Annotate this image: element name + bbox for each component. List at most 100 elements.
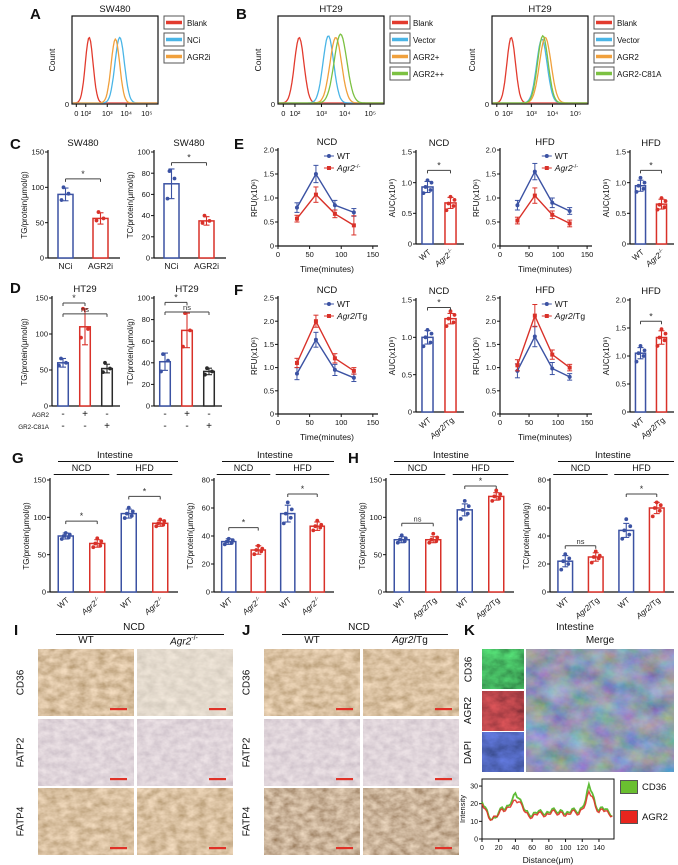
svg-text:AGR2i: AGR2i <box>187 53 211 62</box>
svg-text:AGR2: AGR2 <box>617 53 639 62</box>
bar-chart-sw480-tc: SW480 0 20 40 60 80 100 TC/protein(μmol/g) NCi AG… <box>124 134 230 274</box>
svg-text:120: 120 <box>576 845 588 852</box>
svg-text:HT29: HT29 <box>319 4 342 15</box>
panel-k: Intestine Merge CD36 AGR2 DAPI 0 10 20 30 0 20 4… <box>456 622 678 865</box>
svg-text:+: + <box>104 421 110 432</box>
svg-text:NCD: NCD <box>571 463 591 473</box>
intensity-legend-cd36: CD36 <box>620 780 666 794</box>
svg-text:*: * <box>81 169 85 179</box>
svg-text:-: - <box>163 409 166 420</box>
svg-text:1.0: 1.0 <box>402 178 412 187</box>
panel-c-letter: C <box>10 136 21 153</box>
svg-text:0: 0 <box>206 588 210 597</box>
panel-j-grid: CD36 FATP2 FATP4 <box>234 649 459 865</box>
svg-text:WT: WT <box>630 248 645 263</box>
row-label-cd36: CD36 <box>241 669 253 696</box>
svg-text:Time(minutes): Time(minutes) <box>300 264 354 274</box>
svg-text:HFD: HFD <box>135 463 154 473</box>
svg-text:80: 80 <box>538 476 546 485</box>
svg-text:WT: WT <box>555 299 568 309</box>
svg-text:NCD: NCD <box>429 286 450 297</box>
row-label-cd36: CD36 <box>15 669 27 696</box>
svg-text:HFD: HFD <box>535 137 555 148</box>
svg-text:0: 0 <box>622 240 626 249</box>
svg-text:*: * <box>640 484 644 494</box>
svg-text:*: * <box>301 484 305 494</box>
panel-i-col-wt: WT <box>78 635 94 646</box>
svg-text:0: 0 <box>74 109 78 118</box>
ihc-image-fatp4-col0 <box>38 788 134 855</box>
svg-text:ns: ns <box>414 514 422 523</box>
svg-text:*: * <box>242 518 246 528</box>
svg-text:AGR2+: AGR2+ <box>413 53 440 62</box>
svg-text:80: 80 <box>545 845 553 852</box>
svg-text:Agr2/Tg: Agr2/Tg <box>634 596 662 622</box>
svg-text:HT29: HT29 <box>528 4 551 15</box>
svg-text:0: 0 <box>42 588 46 597</box>
svg-text:+: + <box>184 409 190 420</box>
svg-text:10: 10 <box>470 819 478 826</box>
svg-text:100: 100 <box>335 418 348 427</box>
svg-text:0.5: 0.5 <box>486 386 496 395</box>
svg-text:0: 0 <box>408 408 412 417</box>
svg-text:HFD: HFD <box>293 463 312 473</box>
svg-text:Agr2/Tg: Agr2/Tg <box>410 596 438 622</box>
svg-text:WT: WT <box>119 596 134 611</box>
svg-text:-: - <box>163 421 166 432</box>
svg-text:WT: WT <box>56 596 71 611</box>
line-chart-ncd-rfu-agr2ko: NCD 0 0.5 1.0 1.5 2.0 0 50 100 150 RFU(x10⁶) Time(m… <box>248 134 384 274</box>
svg-text:Time(minutes): Time(minutes) <box>518 432 572 442</box>
panel-i-col-agr2ko: Agr2-/- <box>170 635 198 648</box>
svg-text:HFD: HFD <box>535 285 555 296</box>
svg-text:20: 20 <box>202 560 210 569</box>
svg-text:0: 0 <box>270 410 274 419</box>
svg-text:RFU(x10⁶): RFU(x10⁶) <box>250 337 259 375</box>
svg-text:Blank: Blank <box>187 19 208 28</box>
svg-text:NCD: NCD <box>429 138 450 149</box>
svg-text:0: 0 <box>492 410 496 419</box>
line-chart-hfd-rfu-agr2tg: HFD 0 0.5 1.0 1.5 2.0 2.5 0 50 100 150 RFU(x10⁶) Tim… <box>470 282 598 442</box>
svg-text:Agr2-/-: Agr2-/- <box>336 163 360 173</box>
svg-text:100: 100 <box>369 513 382 522</box>
svg-text:Agr2-/-: Agr2-/- <box>554 163 578 173</box>
row-label-fatp4: FATP4 <box>241 806 253 837</box>
svg-text:50: 50 <box>374 550 382 559</box>
svg-text:2.0: 2.0 <box>486 146 496 155</box>
svg-text:-: - <box>61 421 64 432</box>
svg-text:50: 50 <box>525 250 533 259</box>
svg-text:NCi: NCi <box>58 261 72 271</box>
svg-text:150: 150 <box>581 250 594 259</box>
panel-j: NCD WT Agr2/Tg CD36 FATP2 FATP4 <box>234 622 459 865</box>
svg-text:150: 150 <box>581 418 594 427</box>
svg-text:TC/protein(μmol/g): TC/protein(μmol/g) <box>186 502 195 569</box>
svg-text:Intestine: Intestine <box>433 450 469 461</box>
svg-text:2.0: 2.0 <box>264 146 274 155</box>
svg-text:TC/protein(μmol/g): TC/protein(μmol/g) <box>126 318 135 385</box>
ihc-image-cd36-col1 <box>362 649 459 716</box>
svg-text:Intestine: Intestine <box>595 450 631 461</box>
svg-text:0: 0 <box>65 100 69 109</box>
svg-text:0: 0 <box>474 836 478 843</box>
svg-text:0.5: 0.5 <box>616 209 626 218</box>
row-label-fatp2: FATP2 <box>241 737 253 767</box>
svg-text:WT: WT <box>337 299 350 309</box>
ihc-image-fatp2-col0 <box>38 718 134 786</box>
svg-text:*: * <box>72 293 76 303</box>
svg-text:1.0: 1.0 <box>264 363 274 372</box>
svg-text:100: 100 <box>137 148 150 157</box>
svg-text:NCD: NCD <box>72 463 92 473</box>
svg-text:1.0: 1.0 <box>486 194 496 203</box>
svg-text:RFU(x10⁶): RFU(x10⁶) <box>472 179 481 217</box>
bar-chart-ht29-tg: HT29 0 50 100 150 TG/protein(μmol/g) * ns AGR2- +… <box>14 280 124 444</box>
svg-text:*: * <box>479 476 483 486</box>
svg-text:WT: WT <box>278 596 293 611</box>
ihc-image-fatp2-col1 <box>362 718 459 786</box>
svg-text:WT: WT <box>455 596 470 611</box>
svg-text:40: 40 <box>142 211 150 220</box>
svg-text:NCD: NCD <box>317 137 338 148</box>
svg-text:HFD: HFD <box>641 286 661 297</box>
svg-text:WT: WT <box>219 596 234 611</box>
svg-text:60: 60 <box>538 504 546 513</box>
bar-chart-hfd-auc-agr2tg: HFD 0 0.5 1.0 1.5 2.0 AUC(x10⁸) WT Agr2/Tg * <box>600 282 678 442</box>
panel-j-letter: J <box>242 622 251 639</box>
